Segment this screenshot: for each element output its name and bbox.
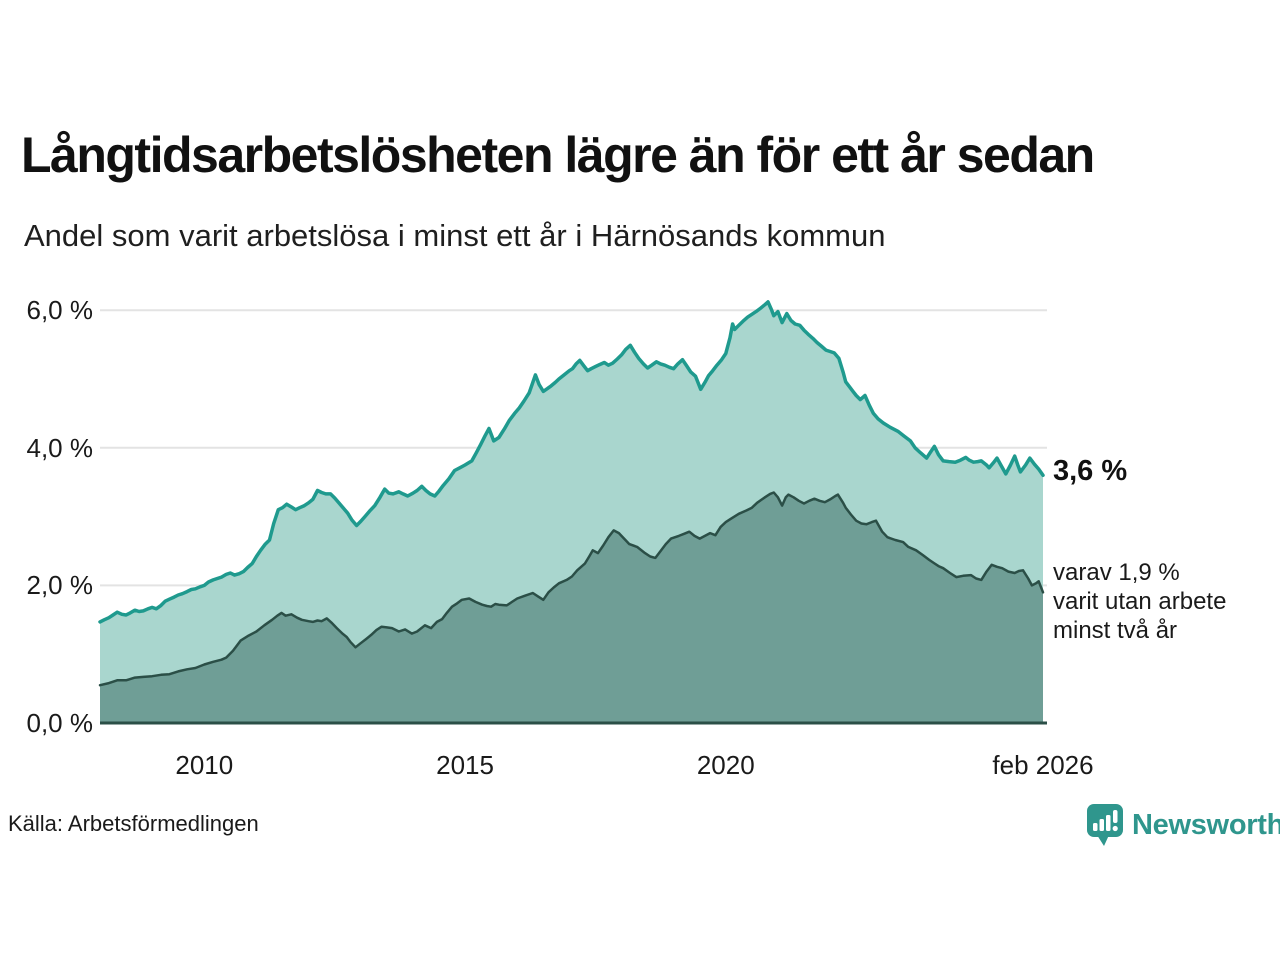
x-axis-tick-2020: 2020 [696, 750, 755, 780]
newsworthy-wordmark: Newsworthy [1132, 809, 1280, 841]
line-minst-tva-ar [98, 491, 1045, 687]
page-subtitle: Andel som varit arbetslösa i minst ett å… [24, 218, 886, 253]
x-axis-tick-2010: 2010 [175, 750, 234, 780]
y-axis-tick-0: 0,0 % [26, 708, 94, 738]
end-value-two-plus-line2: varit utan arbete [1053, 588, 1227, 615]
newsworthy-bubble-chart-icon [1086, 803, 1124, 847]
y-axis-tick-2: 2,0 % [26, 570, 94, 601]
end-value-two-plus-line1: varav 1,9 % [1053, 559, 1180, 586]
y-axis-tick-4: 4,0 % [26, 432, 94, 463]
line-minst-ett-ar [98, 300, 1045, 624]
end-value-label-two-plus: varav 1,9 % varit utan arbete minst två … [1053, 558, 1226, 645]
area-minst-tva-ar [100, 492, 1043, 723]
end-value-label-total: 3,6 % [1053, 455, 1128, 487]
end-value-two-plus-line3: minst två år [1053, 617, 1178, 644]
y-axis-tick-6: 6,0 % [26, 295, 94, 326]
source-attribution: Källa: Arbetsförmedlingen [8, 811, 259, 836]
newsworthy-logo: Newsworthy [1086, 803, 1280, 847]
x-axis-tick-feb-2026: feb 2026 [992, 750, 1094, 780]
x-axis-tick-2015: 2015 [436, 750, 494, 780]
page-title: Långtidsarbetslösheten lägre än för ett … [21, 127, 1095, 183]
